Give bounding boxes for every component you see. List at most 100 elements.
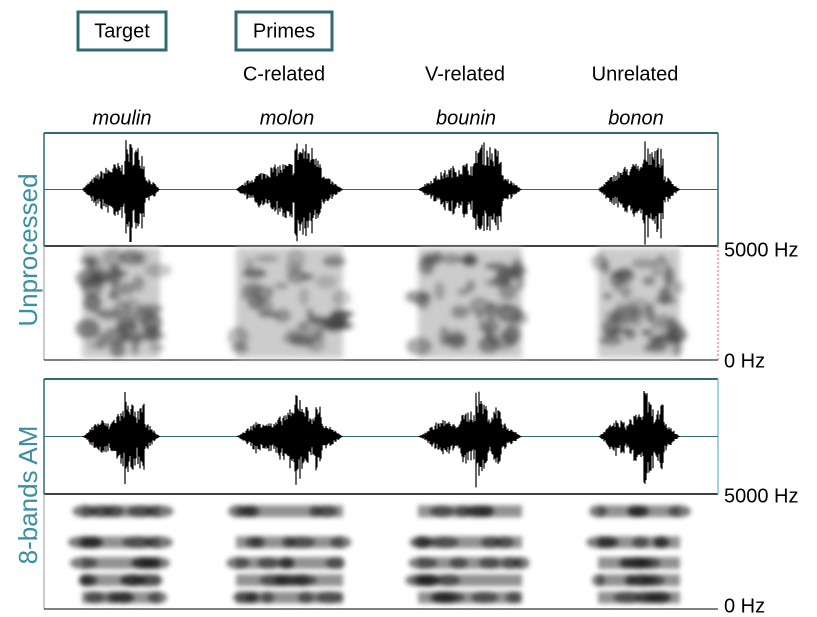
spec-blob	[496, 304, 524, 324]
primes-label: Primes	[253, 20, 315, 42]
spec-blob	[308, 505, 323, 518]
spec-blob	[147, 591, 168, 604]
spec-blob	[430, 536, 460, 549]
spec-blob	[613, 283, 632, 294]
spec-blob	[412, 574, 441, 587]
waveform	[82, 140, 160, 243]
spec-blob	[429, 505, 455, 518]
spec-blob	[640, 328, 653, 337]
spec-blob	[434, 281, 445, 301]
spec-blob	[409, 536, 434, 549]
waveform	[598, 141, 680, 245]
spec-blob	[468, 296, 491, 316]
spec-blob	[597, 536, 620, 549]
spec-blob	[277, 557, 295, 569]
waveform	[598, 390, 680, 484]
spec-blob	[624, 327, 637, 341]
spec-blob	[137, 303, 163, 315]
spec-blob	[328, 308, 348, 329]
signal-art	[43, 132, 719, 610]
spec-blob	[241, 267, 267, 280]
spec-blob	[300, 272, 315, 281]
spec-blob	[69, 557, 98, 569]
spec-blob	[465, 279, 476, 293]
spec-blob	[408, 557, 438, 569]
spec-blob	[232, 591, 258, 604]
spec-blob	[75, 318, 101, 339]
spec-blob	[470, 591, 499, 604]
spec-blob	[298, 287, 310, 307]
spec-blob	[144, 505, 174, 518]
spec-blob	[82, 293, 103, 312]
spectrogram	[227, 248, 355, 358]
spectrogram	[405, 505, 530, 604]
spec-blob	[331, 289, 351, 307]
spec-blob	[132, 275, 145, 292]
spec-blob	[667, 505, 691, 518]
spec-blob	[110, 591, 136, 604]
spec-blob	[602, 292, 613, 300]
spec-blob	[505, 591, 522, 604]
spec-blob	[231, 343, 249, 354]
spec-blob	[227, 326, 249, 348]
spec-blob	[325, 557, 346, 569]
spec-blob	[479, 505, 495, 518]
target-box	[76, 10, 168, 52]
spec-blob	[119, 574, 147, 587]
spec-blob	[631, 536, 649, 549]
spec-blob	[653, 296, 679, 305]
spec-blob	[438, 325, 450, 348]
spec-blob	[626, 574, 658, 587]
spectrogram	[75, 247, 172, 358]
word: bonon	[608, 107, 664, 129]
spectrogram	[226, 505, 352, 604]
spec-blob	[244, 505, 261, 518]
word: molon	[260, 107, 314, 129]
spec-blob	[79, 255, 100, 266]
spec-blob	[589, 505, 608, 518]
spec-blob	[118, 281, 135, 296]
spec-blob	[297, 591, 315, 604]
spec-blob	[672, 280, 685, 295]
spec-blob	[405, 290, 432, 304]
spec-blob	[144, 263, 172, 278]
spec-blob	[91, 268, 112, 286]
spec-blob	[305, 308, 315, 319]
spec-blob	[480, 536, 502, 549]
spec-blob	[285, 574, 318, 587]
spec-blob	[592, 574, 606, 587]
spectrogram	[591, 248, 688, 358]
spec-blob	[118, 249, 143, 266]
spec-blob	[260, 591, 275, 604]
waveform	[236, 143, 343, 242]
condition: C-related	[243, 63, 325, 85]
spec-blob	[650, 313, 660, 332]
spec-blob	[513, 557, 530, 569]
condition: V-related	[425, 63, 505, 85]
spec-blob	[257, 557, 279, 569]
spec-blob	[228, 505, 248, 518]
spec-blob	[450, 305, 470, 319]
spec-blob	[483, 278, 512, 288]
spec-blob	[647, 335, 662, 347]
spec-blob	[484, 262, 509, 271]
spec-blob	[301, 316, 324, 337]
spec-blob	[456, 288, 470, 296]
spectrogram	[586, 505, 691, 604]
waveform	[418, 391, 522, 488]
spec-blob	[274, 282, 289, 290]
spec-blob	[663, 265, 675, 288]
spec-blob	[286, 248, 306, 270]
spec-blob	[84, 591, 106, 604]
spec-blob	[254, 254, 280, 263]
spec-blob	[316, 505, 338, 518]
spec-blob	[650, 267, 664, 277]
spec-blob	[494, 536, 515, 549]
spec-blob	[102, 505, 125, 518]
panel-label: 8-bands AM	[13, 426, 43, 565]
freq-label: 5000 Hz	[724, 239, 799, 261]
spec-blob	[601, 259, 610, 275]
spec-blob	[92, 309, 105, 317]
spec-blob	[650, 257, 672, 269]
